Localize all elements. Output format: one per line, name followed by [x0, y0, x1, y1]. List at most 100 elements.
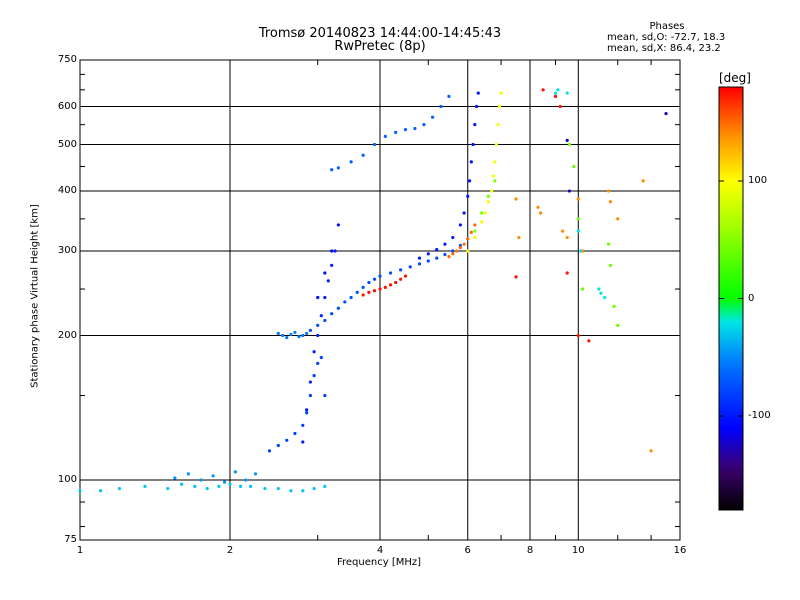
data-point [367, 290, 371, 294]
data-point [244, 478, 248, 482]
data-point [343, 300, 347, 304]
data-point [443, 242, 447, 246]
data-point [99, 489, 103, 493]
data-point [491, 174, 495, 178]
y-tick-label: 500 [57, 138, 77, 150]
data-point [312, 486, 316, 491]
colorbar-tick-label: -100 [748, 410, 771, 421]
data-point [383, 285, 387, 289]
data-point [576, 229, 580, 233]
data-point [616, 323, 620, 327]
data-point [473, 235, 477, 240]
data-point [558, 104, 562, 109]
data-point [455, 249, 459, 253]
data-point [649, 449, 653, 453]
data-point [553, 91, 558, 95]
data-point [490, 189, 494, 193]
data-point [117, 486, 122, 491]
y-axis-label: Stationary phase Virtual Height [km] [29, 204, 41, 388]
data-point [466, 194, 470, 198]
data-point [443, 252, 447, 257]
data-point [301, 333, 305, 338]
data-point [297, 334, 301, 339]
data-point [222, 480, 227, 484]
data-point [565, 235, 569, 240]
data-point [473, 229, 477, 233]
data-point [372, 289, 377, 293]
data-point [493, 179, 497, 183]
data-point [394, 130, 398, 134]
data-point [199, 478, 203, 482]
data-point [316, 361, 320, 365]
data-point [426, 259, 430, 263]
y-tick-label: 750 [57, 54, 77, 65]
data-point [403, 128, 408, 132]
data-point [333, 249, 337, 253]
data-point [143, 484, 147, 488]
data-point [336, 166, 340, 170]
data-point [361, 153, 365, 157]
data-point [541, 88, 545, 92]
data-point [276, 331, 280, 336]
data-point [497, 104, 502, 109]
data-point [517, 235, 521, 240]
colorbar-label: [deg] [719, 71, 751, 85]
data-point [280, 333, 285, 338]
data-point [664, 111, 668, 116]
x-tick-label: 2 [226, 545, 234, 556]
data-point [305, 408, 309, 412]
data-point [408, 265, 412, 269]
data-point [597, 287, 601, 291]
data-point [430, 115, 435, 119]
data-point [576, 197, 580, 201]
data-point [439, 104, 443, 109]
y-tick-label: 400 [57, 185, 77, 197]
data-point [367, 280, 371, 285]
data-point [301, 423, 305, 427]
data-point [480, 211, 484, 215]
data-point [447, 94, 451, 98]
data-point [267, 449, 272, 453]
x-tick-label: 4 [376, 545, 384, 556]
data-point [576, 217, 580, 221]
data-point [263, 486, 267, 491]
data-point [388, 283, 393, 287]
data-point [572, 164, 576, 169]
data-point [413, 126, 417, 131]
data-point [355, 290, 359, 294]
data-point [316, 333, 320, 338]
data-point [361, 285, 365, 289]
data-point [276, 486, 280, 491]
phases-header: Phases [649, 21, 685, 32]
data-point [173, 476, 177, 480]
data-point [426, 252, 430, 256]
data-point [238, 484, 243, 488]
x-tick-label: 1 [76, 545, 84, 556]
data-point [323, 271, 327, 275]
data-point [399, 268, 403, 272]
data-point [486, 200, 490, 204]
data-point [466, 249, 470, 253]
data-point [193, 484, 197, 488]
y-tick-label: 75 [64, 534, 77, 545]
data-point [211, 474, 215, 478]
data-point [180, 482, 184, 486]
data-point [567, 189, 572, 193]
data-point [565, 138, 569, 142]
data-point [565, 91, 569, 95]
data-point [399, 277, 403, 281]
data-point [458, 245, 463, 250]
data-point [451, 249, 455, 253]
data-point [616, 217, 620, 221]
data-point [473, 223, 477, 227]
data-point [435, 248, 439, 252]
x-tick-label: 8 [526, 545, 534, 556]
data-point [330, 249, 334, 253]
data-point [587, 339, 591, 343]
data-point [323, 393, 327, 398]
y-tick-label: 100 [57, 474, 77, 486]
data-point [383, 134, 387, 138]
data-point [560, 229, 565, 233]
chart-title: Tromsø 20140823 14:44:00-14:45:43 [258, 26, 502, 41]
data-point [608, 263, 613, 267]
